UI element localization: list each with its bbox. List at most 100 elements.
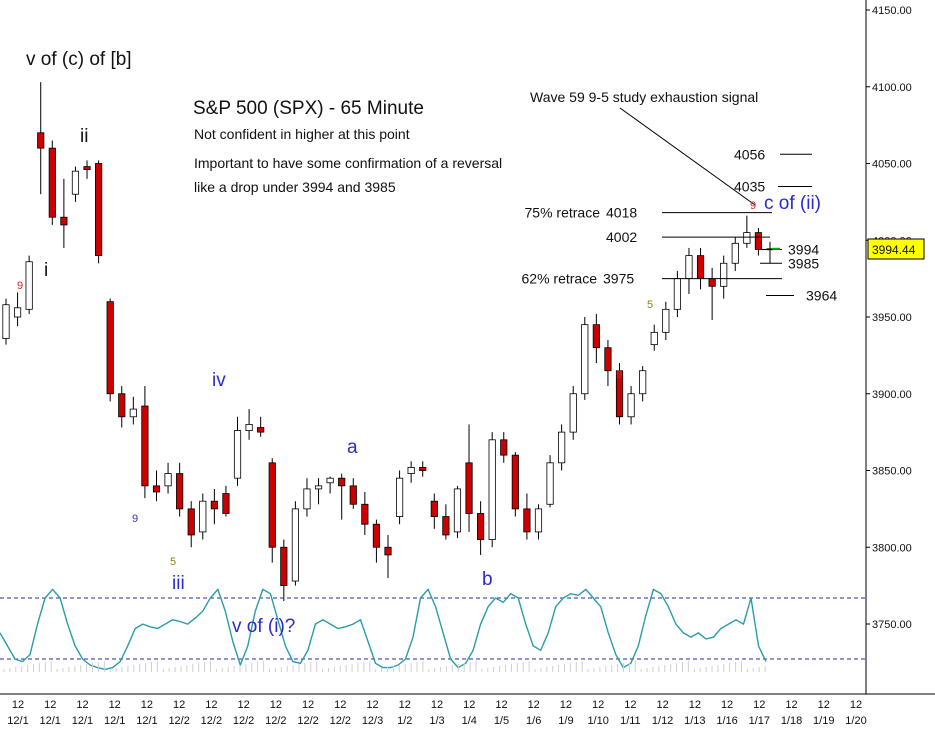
x-tick-label-top: 12 <box>237 699 249 711</box>
candle-body <box>673 278 681 310</box>
candle-body <box>488 439 496 540</box>
candle-body <box>338 477 346 487</box>
count-marker-1: 9 <box>17 280 23 292</box>
x-tick-label-bottom: 1/4 <box>462 715 477 727</box>
wave-label-c-of-ii: c of (ii) <box>764 193 821 214</box>
x-tick-label-top: 12 <box>44 699 56 711</box>
x-tick-label-bottom: 1/9 <box>558 715 573 727</box>
x-tick-label-top: 12 <box>399 699 411 711</box>
x-tick-label-top: 12 <box>850 699 862 711</box>
x-tick-label-top: 12 <box>818 699 830 711</box>
candle-body <box>581 324 589 395</box>
current-price-label: 3994.44 <box>872 243 916 257</box>
x-tick-label-bottom: 1/12 <box>652 715 673 727</box>
level-label-4018: 4018 <box>606 205 637 221</box>
x-tick-label-bottom: 12/1 <box>40 715 61 727</box>
x-tick-label-top: 12 <box>753 699 765 711</box>
candle-body <box>2 304 10 339</box>
candle <box>615 363 624 425</box>
candle <box>106 298 114 402</box>
candle <box>500 432 508 463</box>
x-tick-label-bottom: 1/10 <box>587 715 608 727</box>
candle <box>129 396 137 425</box>
candle <box>210 488 218 525</box>
candle <box>257 416 265 437</box>
candle <box>199 493 207 540</box>
wave-label-iii: iii <box>172 573 185 594</box>
candle-body <box>534 508 543 533</box>
candle <box>488 432 496 548</box>
candle <box>569 386 577 440</box>
candle-body <box>395 477 404 517</box>
candle <box>71 166 80 202</box>
y-tick-label: 3800.00 <box>872 542 912 554</box>
y-tick-label: 3950.00 <box>872 312 912 324</box>
candle <box>118 386 126 428</box>
x-tick-label-bottom: 1/19 <box>813 715 834 727</box>
candle <box>187 501 195 548</box>
x-tick-label-top: 12 <box>528 699 540 711</box>
candle <box>152 470 161 502</box>
candle-body <box>164 473 172 487</box>
candle-body <box>685 255 693 280</box>
x-tick-label-top: 12 <box>270 699 282 711</box>
candle-body <box>743 232 751 244</box>
candle-body <box>558 431 566 464</box>
candle <box>627 386 635 425</box>
candle <box>176 462 184 517</box>
candle <box>25 255 33 314</box>
candle-body <box>71 170 80 195</box>
candle <box>291 501 299 586</box>
y-tick-label: 3900.00 <box>872 389 912 401</box>
candle <box>95 160 103 264</box>
x-tick-label-bottom: 1/2 <box>397 715 412 727</box>
candle-body <box>106 301 114 395</box>
candle <box>141 386 149 499</box>
candle-body <box>662 308 670 333</box>
wave-label-i: i <box>44 260 48 281</box>
candle <box>395 470 404 525</box>
candle-body <box>129 408 137 418</box>
candle <box>419 461 427 477</box>
x-tick-label-bottom: 12/2 <box>233 715 254 727</box>
candle <box>731 237 739 271</box>
candle <box>558 424 566 471</box>
candle-body <box>13 307 22 318</box>
candle <box>407 461 415 483</box>
candle-body <box>187 508 195 536</box>
candle-body <box>569 393 577 433</box>
candle <box>546 455 554 508</box>
x-tick-label-bottom: 12/2 <box>201 715 222 727</box>
level-prefix-3975: 62% retrace <box>522 271 598 287</box>
candle <box>303 478 311 517</box>
candle <box>361 491 369 535</box>
signal-annotation: Wave 59 9-5 study exhaustion signal <box>530 89 758 105</box>
candle-body <box>477 513 485 540</box>
x-tick-label-bottom: 12/2 <box>330 715 351 727</box>
candle-body <box>546 462 554 505</box>
candle <box>326 476 334 494</box>
candle <box>430 493 438 529</box>
y-axis: 3750.003800.003850.003900.003950.004000.… <box>865 0 912 694</box>
y-tick-label: 3850.00 <box>872 466 912 478</box>
candle-body <box>453 488 462 533</box>
candle <box>604 340 612 387</box>
x-tick-label-bottom: 12/3 <box>362 715 383 727</box>
x-tick-label-top: 12 <box>302 699 314 711</box>
candle-body <box>233 430 242 479</box>
x-tick-label-top: 12 <box>173 699 185 711</box>
candle-body <box>639 370 647 395</box>
level-label-4056: 4056 <box>734 146 765 162</box>
count-marker-2: 9 <box>132 513 138 525</box>
level-label-3985: 3985 <box>788 255 819 271</box>
candle-body <box>731 242 739 264</box>
candle-body <box>268 462 276 548</box>
candle-body <box>419 467 427 471</box>
candle-body <box>326 477 334 484</box>
candle-body <box>523 508 531 533</box>
candle <box>523 493 531 540</box>
level-label-4035: 4035 <box>734 179 765 195</box>
level-label-3975: 3975 <box>603 271 634 287</box>
candle-body <box>118 393 126 418</box>
